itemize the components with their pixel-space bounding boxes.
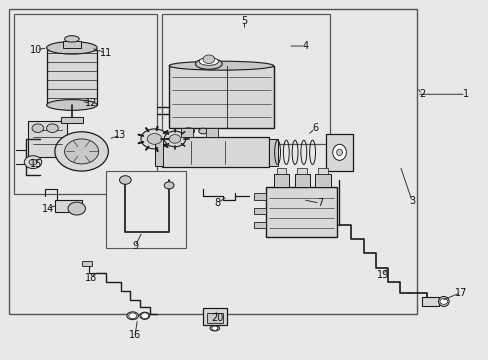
Text: 10: 10 (30, 45, 42, 55)
Circle shape (68, 202, 85, 215)
Text: 20: 20 (211, 312, 224, 323)
Bar (254, 222, 266, 228)
Ellipse shape (169, 61, 273, 70)
Circle shape (147, 134, 162, 144)
Bar (154, 139, 163, 166)
Bar (315, 174, 330, 187)
Text: 17: 17 (454, 288, 466, 297)
Bar (254, 207, 266, 214)
Circle shape (46, 124, 58, 132)
Bar (266, 187, 336, 237)
Ellipse shape (46, 41, 97, 54)
Circle shape (211, 326, 217, 330)
Circle shape (141, 129, 168, 149)
Ellipse shape (199, 128, 207, 134)
Ellipse shape (64, 36, 79, 42)
Bar (421, 297, 438, 306)
Ellipse shape (195, 59, 222, 69)
Bar (181, 128, 193, 137)
Bar (318, 168, 327, 174)
Text: 15: 15 (30, 159, 42, 169)
Text: 12: 12 (85, 98, 97, 108)
Text: 5: 5 (241, 16, 247, 26)
Circle shape (32, 124, 43, 132)
Bar (162, 14, 329, 144)
Circle shape (164, 182, 174, 189)
Text: 8: 8 (214, 198, 221, 208)
Circle shape (169, 135, 181, 143)
Text: 2: 2 (418, 89, 424, 99)
Text: 7: 7 (316, 198, 323, 208)
Bar (63, 41, 81, 48)
Text: 14: 14 (41, 203, 54, 213)
Text: 1: 1 (462, 89, 468, 99)
Circle shape (119, 176, 131, 184)
Bar (206, 312, 222, 323)
Circle shape (164, 131, 185, 147)
Bar (28, 121, 67, 157)
Ellipse shape (199, 58, 218, 65)
Bar (14, 14, 157, 194)
Circle shape (203, 55, 214, 64)
Ellipse shape (332, 144, 346, 160)
Text: 11: 11 (100, 48, 112, 58)
Bar (294, 174, 309, 187)
Bar (61, 117, 82, 123)
Bar (162, 137, 268, 167)
Circle shape (128, 313, 136, 319)
Text: 16: 16 (129, 330, 141, 341)
Ellipse shape (46, 100, 97, 111)
Text: 13: 13 (114, 130, 126, 140)
Bar (325, 134, 352, 171)
Circle shape (55, 132, 108, 171)
Circle shape (141, 313, 148, 319)
Bar (55, 200, 81, 212)
Circle shape (29, 159, 37, 165)
Text: 9: 9 (132, 241, 138, 251)
Bar (273, 174, 288, 187)
Ellipse shape (336, 149, 342, 156)
Bar (205, 128, 217, 137)
Bar (106, 171, 186, 248)
Bar (297, 168, 306, 174)
Text: 18: 18 (85, 273, 97, 283)
Circle shape (64, 139, 99, 164)
Ellipse shape (438, 296, 448, 306)
Bar (203, 307, 226, 325)
Bar (268, 139, 277, 166)
Text: 19: 19 (376, 270, 388, 280)
Circle shape (24, 156, 41, 168)
Bar (254, 193, 266, 200)
Ellipse shape (140, 312, 149, 319)
Bar (9, 9, 416, 314)
Ellipse shape (209, 325, 219, 331)
Ellipse shape (182, 128, 194, 134)
Text: 3: 3 (408, 197, 414, 206)
Text: 4: 4 (302, 41, 308, 51)
Bar (276, 168, 286, 174)
Bar (169, 66, 273, 128)
Circle shape (439, 298, 447, 304)
Ellipse shape (126, 312, 138, 320)
Bar (46, 50, 97, 105)
Text: 6: 6 (311, 123, 317, 133)
Bar (81, 261, 92, 266)
